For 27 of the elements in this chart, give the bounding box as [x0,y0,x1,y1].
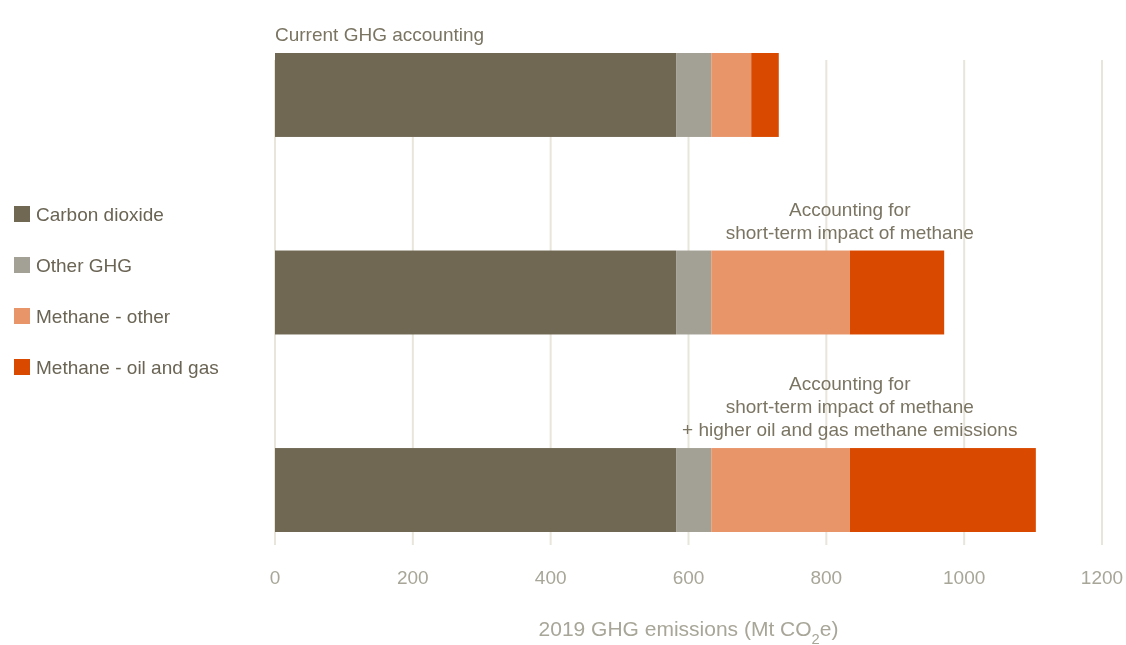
bar [849,448,1036,532]
bar [711,53,752,137]
legend-label: Carbon dioxide [36,204,164,225]
bar [676,448,712,532]
bar [751,53,779,137]
bar [275,250,677,335]
bar [849,250,945,335]
x-tick-label: 1200 [1080,567,1124,588]
y-tick-label: Accounting for short-term impact of methane [725,198,974,243]
legend-label: Methane - other [36,306,171,327]
x-tick-label: 1000 [943,567,986,588]
x-tick-label: 800 [810,567,843,588]
bar [711,250,850,335]
legend-label: Methane - oil and gas [36,357,219,378]
bar [676,250,712,335]
x-tick-label: 0 [269,567,281,588]
bar [275,448,677,532]
legend-label: Other GHG [36,255,133,276]
y-tick-label: Accounting for short-term impact of methane + higher oil and gas methane emissions [682,373,1018,441]
bar [676,53,712,137]
y-tick-label: Current GHG accounting [275,24,485,45]
x-tick-label: 200 [396,567,429,588]
bar [711,448,850,532]
x-tick-label: 600 [672,567,705,588]
bar [275,53,677,137]
x-axis-title: 2019 GHG emissions (Mt CO$_{2}$e) [538,617,839,645]
x-tick-label: 400 [534,567,567,588]
